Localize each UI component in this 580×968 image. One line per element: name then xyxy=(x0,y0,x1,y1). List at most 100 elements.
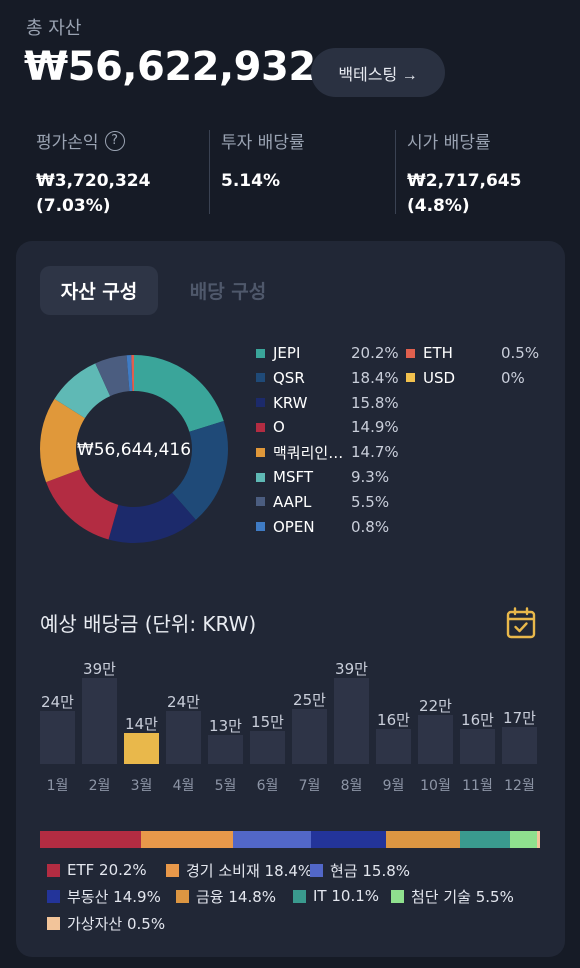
legend-item: O 14.9% xyxy=(256,416,399,438)
sector-stacked-bar xyxy=(40,831,540,848)
legend-name: ETH xyxy=(423,344,453,362)
bar-value-label: 14만 xyxy=(125,715,158,734)
legend-swatch xyxy=(256,348,265,358)
sector-swatch xyxy=(310,863,323,877)
sector-legend-item: 금융 14.8% xyxy=(176,886,276,906)
legend-name: OPEN xyxy=(273,517,315,536)
legend-swatch xyxy=(256,472,265,482)
composition-card: 자산 구성 배당 구성 ₩56,644,416 JEPI 20.2% QSR 18.4… xyxy=(16,241,565,957)
legend-swatch xyxy=(406,348,415,358)
dividend-bar-chart: 24만 1월 39만 2월 14만 3월 24만 4월 13만 5월 15만 6월 25만 7월 39만 8월… xyxy=(40,659,540,799)
sector-label: 금융 14.8% xyxy=(196,887,277,906)
legend-item: AAPL 5.5% xyxy=(256,491,389,513)
dividend-bar[interactable] xyxy=(502,726,537,764)
legend-swatch xyxy=(406,373,415,383)
month-label: 8월 xyxy=(340,778,363,794)
dividend-bar[interactable] xyxy=(460,728,495,764)
sector-swatch xyxy=(47,916,60,930)
sector-segment xyxy=(510,831,538,848)
sector-label: 부동산 14.9% xyxy=(67,887,161,906)
sector-swatch xyxy=(47,863,60,877)
bar-value-label: 13만 xyxy=(209,717,242,736)
dividend-bar[interactable] xyxy=(250,730,285,764)
sector-segment xyxy=(311,831,386,848)
legend-swatch xyxy=(256,422,265,432)
legend-percent: 0.8% xyxy=(351,517,390,536)
legend-item: OPEN 0.8% xyxy=(256,516,389,538)
stats-row: 평가손익 ? ₩3,720,324 (7.03%) 투자 배당률 5.14% 시… xyxy=(26,128,580,216)
donut-slice-4 xyxy=(40,355,228,543)
dividend-bar[interactable] xyxy=(208,735,243,764)
month-label: 6월 xyxy=(256,778,279,794)
market-yield-stat: 시가 배당률 ₩2,717,645 (4.8%) xyxy=(407,128,580,216)
legend-item: ETH 0.5% xyxy=(406,342,539,364)
help-icon[interactable]: ? xyxy=(104,130,125,151)
sector-legend-item: 가상자산 0.5% xyxy=(47,913,165,933)
market-yield-value: ₩2,717,645 (4.8%) xyxy=(407,171,522,216)
bar-value-label: 17만 xyxy=(503,708,536,727)
legend-percent: 0% xyxy=(501,368,525,387)
dividend-bar[interactable] xyxy=(40,711,75,764)
legend-item: QSR 18.4% xyxy=(256,367,399,389)
invest-yield-value: 5.14% xyxy=(221,171,280,191)
legend-name: 맥쿼리인… xyxy=(273,443,344,462)
legend-percent: 20.2% xyxy=(351,344,399,362)
month-label: 11월 xyxy=(462,778,493,794)
dividend-chart-title: 예상 배당금 (단위: KRW) xyxy=(40,612,257,636)
month-label: 4월 xyxy=(172,778,195,794)
profit-stat: 평가손익 ? ₩3,720,324 (7.03%) xyxy=(36,128,150,216)
sector-segment xyxy=(537,831,540,848)
dividend-bar[interactable] xyxy=(292,708,327,764)
sector-segment xyxy=(459,831,511,848)
profit-value: ₩3,720,324 xyxy=(36,171,151,191)
legend-swatch xyxy=(256,497,265,507)
tab-asset-composition[interactable]: 자산 구성 xyxy=(40,266,158,315)
month-label: 12월 xyxy=(504,778,535,794)
dividend-bar[interactable] xyxy=(334,678,369,764)
legend-name: AAPL xyxy=(273,492,312,511)
stat-divider xyxy=(209,130,210,214)
total-assets-value: ₩56,622,932 xyxy=(24,44,316,90)
month-label: 3월 xyxy=(130,778,153,794)
sector-segment xyxy=(385,831,460,848)
donut-slice-8 xyxy=(40,355,228,543)
invest-yield-label: 투자 배당률 xyxy=(221,133,305,153)
legend-percent: 14.9% xyxy=(351,418,399,437)
donut-slice-1 xyxy=(40,355,228,543)
sector-swatch xyxy=(293,889,306,903)
profit-label: 평가손익 xyxy=(36,133,99,153)
sector-legend-item: 첨단 기술 5.5% xyxy=(391,886,514,906)
sector-label: 첨단 기술 5.5% xyxy=(411,887,514,906)
bar-value-label: 24만 xyxy=(167,693,200,712)
dividend-bar[interactable] xyxy=(376,728,411,764)
dividend-bar[interactable] xyxy=(124,733,159,764)
invest-yield-stat: 투자 배당률 5.14% xyxy=(221,128,305,216)
legend-swatch xyxy=(256,447,265,457)
profit-percent: (7.03%) xyxy=(36,196,111,216)
legend-percent: 15.8% xyxy=(351,393,399,412)
tab-dividend-composition[interactable]: 배당 구성 xyxy=(189,281,267,303)
legend-percent: 9.3% xyxy=(351,468,390,486)
sector-legend-item: 부동산 14.9% xyxy=(47,886,161,906)
sector-swatch xyxy=(391,889,404,903)
legend-percent: 14.7% xyxy=(351,443,399,462)
month-label: 2월 xyxy=(88,778,111,794)
dividend-bar[interactable] xyxy=(418,715,453,764)
month-label: 7월 xyxy=(298,778,321,794)
sector-segment xyxy=(140,831,233,848)
sector-legend-item: IT 10.1% xyxy=(293,886,379,906)
sector-legend-item: 현금 15.8% xyxy=(310,860,410,880)
sector-label: 현금 15.8% xyxy=(330,861,411,880)
legend-swatch xyxy=(256,398,265,408)
sector-legend-item: 경기 소비재 18.4% xyxy=(166,860,312,880)
bar-value-label: 39만 xyxy=(83,660,116,678)
month-label: 10월 xyxy=(420,778,451,794)
dividend-bar[interactable] xyxy=(166,711,201,764)
total-assets-label: 총 자산 xyxy=(26,18,82,39)
backtest-button[interactable]: 백테스팅 → xyxy=(311,48,445,97)
bar-value-label: 16만 xyxy=(461,710,494,729)
bar-value-label: 22만 xyxy=(419,697,452,716)
dividend-bar[interactable] xyxy=(82,678,117,764)
calendar-icon[interactable] xyxy=(506,607,536,639)
sector-swatch xyxy=(166,863,179,877)
